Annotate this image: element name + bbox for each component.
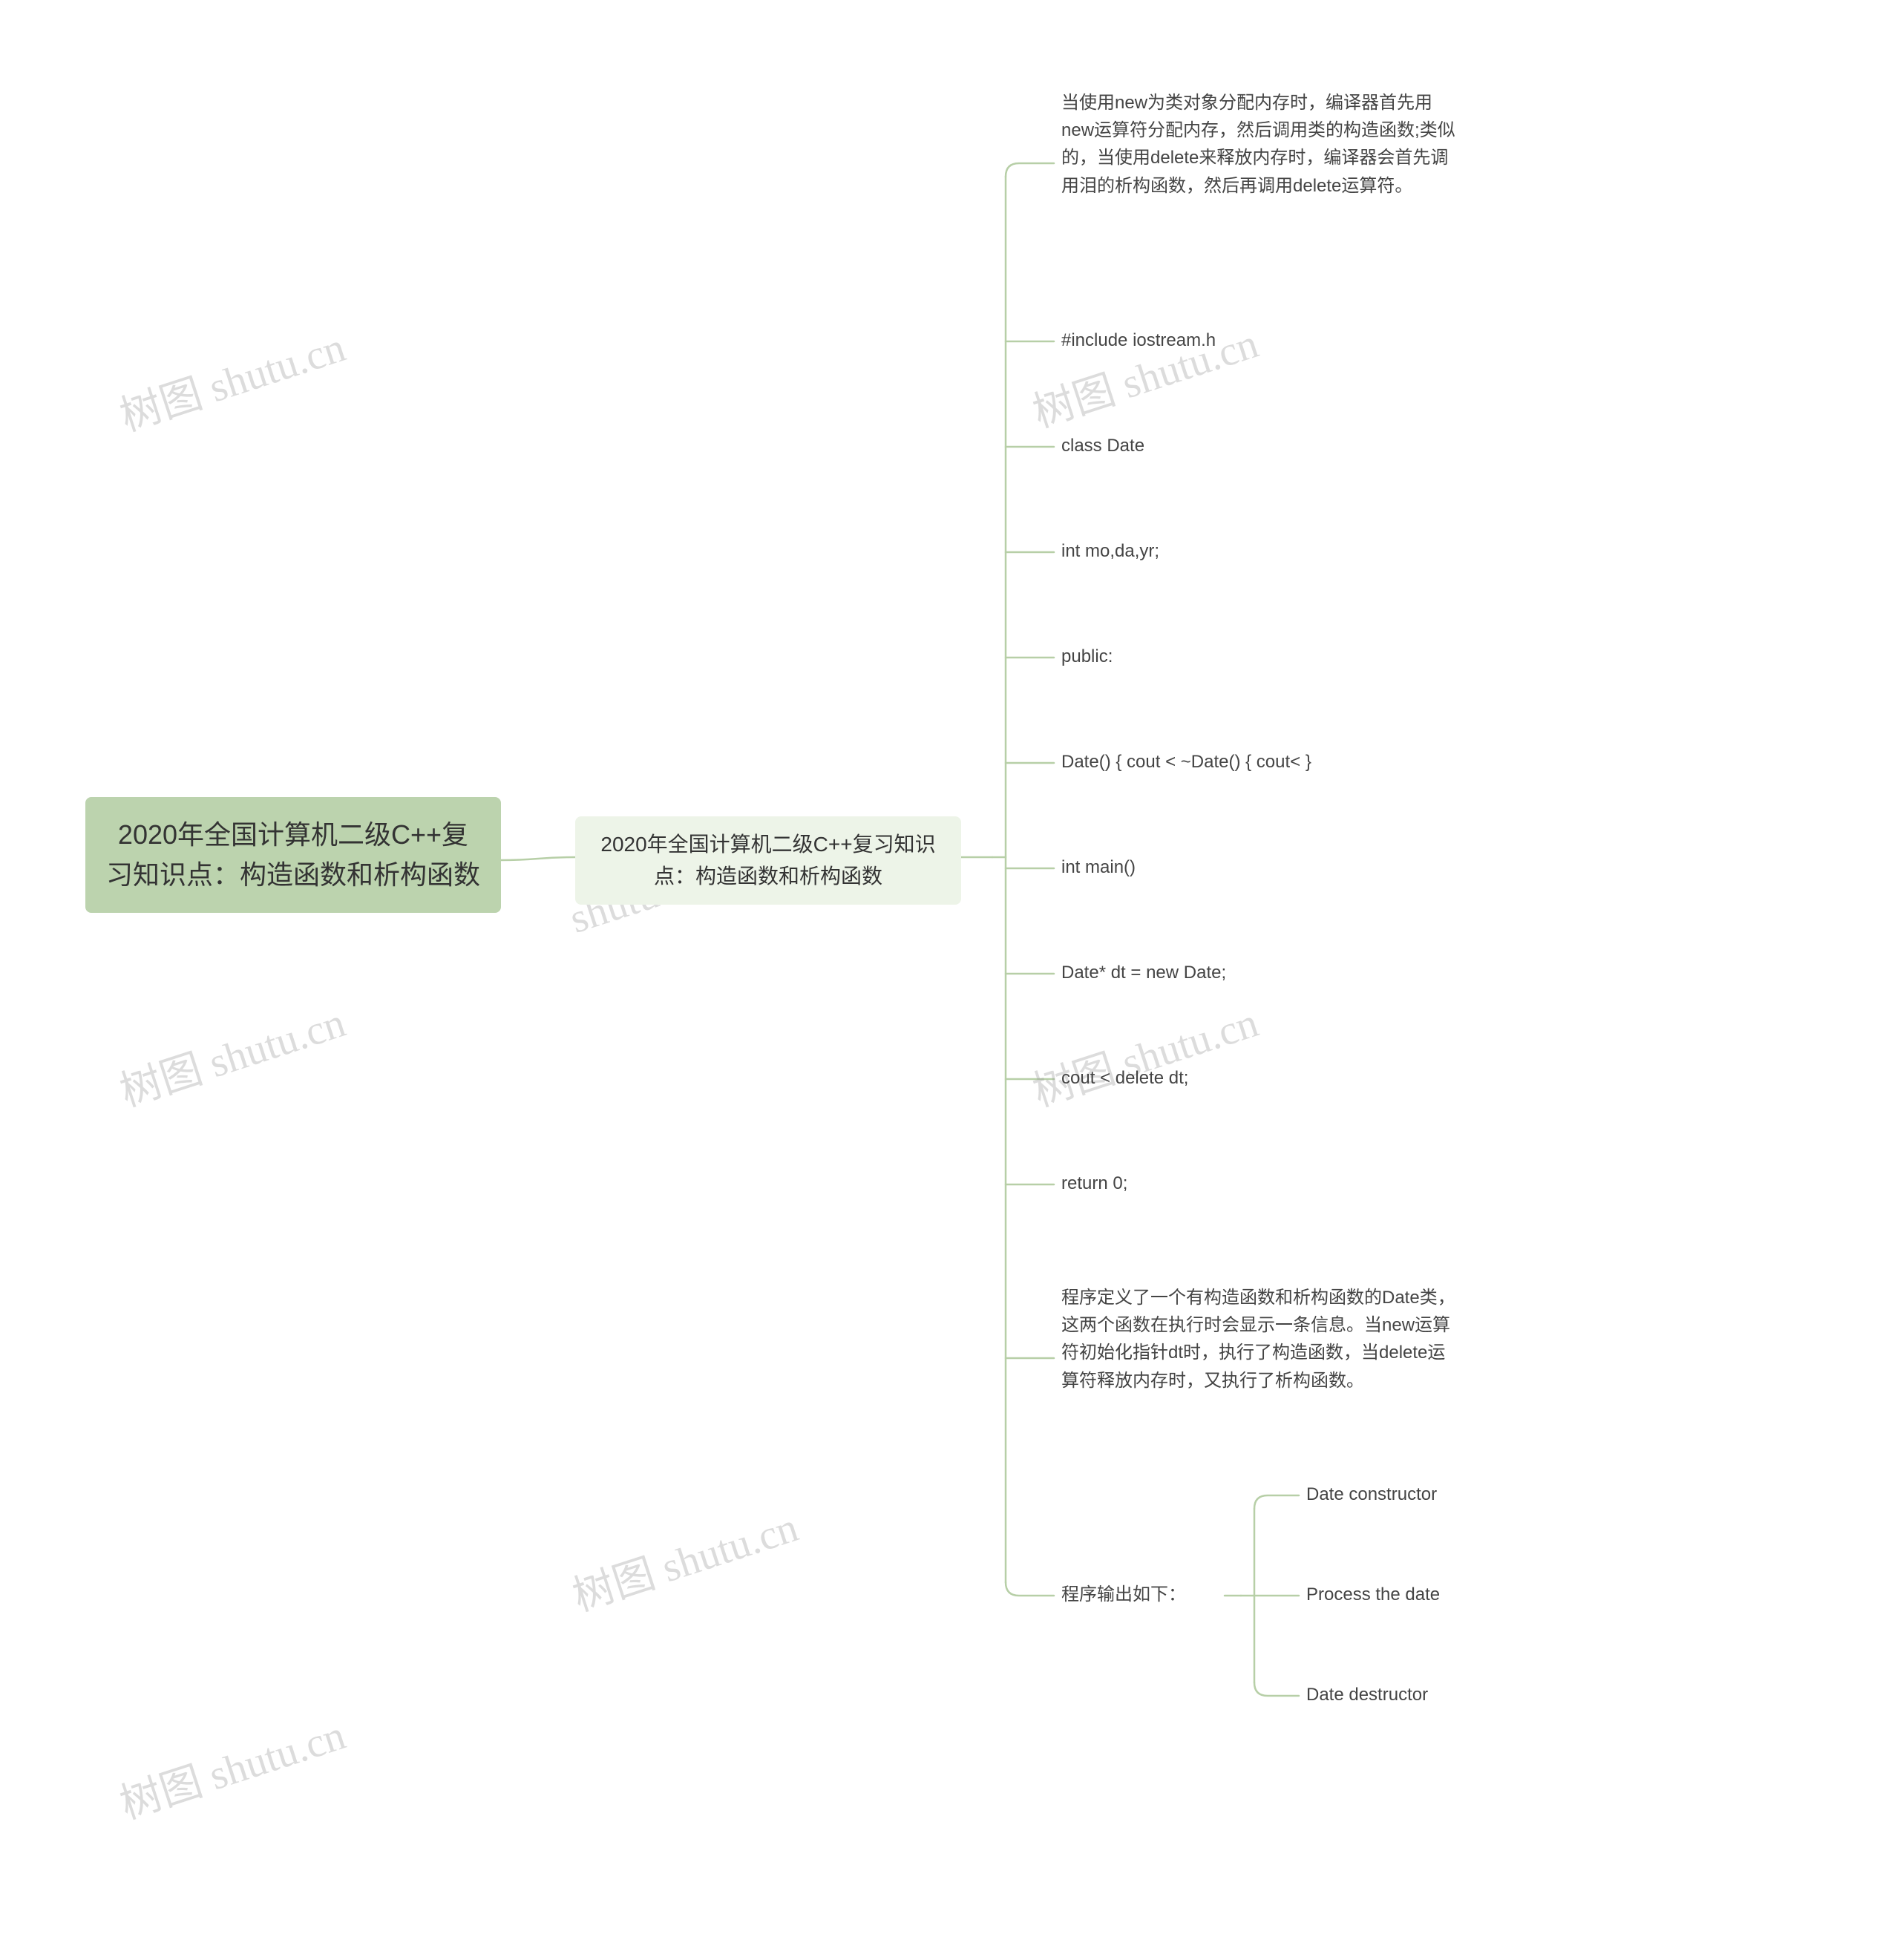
leaf-node[interactable]: 程序定义了一个有构造函数和析构函数的Date类，这两个函数在执行时会显示一条信息… [1061,1284,1462,1394]
leaf-label: 当使用new为类对象分配内存时，编译器首先用new运算符分配内存，然后调用类的构… [1061,93,1455,196]
mindmap-canvas: 树图 shutu.cn 树图 shutu.cn 树图 shutu.cn 树图 shut… [0,0,1900,1960]
leaf-label: cout < delete dt; [1061,1068,1188,1088]
level1-node[interactable]: 2020年全国计算机二级C++复习知识点：构造函数和析构函数 [575,816,961,905]
connectors-svg [0,0,1900,1960]
leaf-label: Date() { cout < ~Date() { cout< } [1061,752,1311,772]
watermark: 树图 shutu.cn [111,1702,352,1831]
leaf-label: class Date [1061,436,1144,456]
watermark: 树图 shutu.cn [111,314,352,443]
leaf-node[interactable]: public: [1061,643,1462,670]
root-node[interactable]: 2020年全国计算机二级C++复习知识点：构造函数和析构函数 [85,797,501,913]
sub-leaf-label: Date destructor [1306,1685,1428,1705]
sub-leaf-node[interactable]: Date constructor [1306,1481,1492,1508]
sub-leaf-label: Date constructor [1306,1484,1437,1504]
watermark: 树图 shutu.cn [111,989,352,1118]
leaf-node[interactable]: Date* dt = new Date; [1061,959,1462,986]
level1-label: 2020年全国计算机二级C++复习知识点：构造函数和析构函数 [600,833,935,888]
leaf-label: return 0; [1061,1173,1127,1193]
leaf-label: public: [1061,646,1113,666]
leaf-node[interactable]: 当使用new为类对象分配内存时，编译器首先用new运算符分配内存，然后调用类的构… [1061,89,1462,200]
leaf-label: Date* dt = new Date; [1061,963,1226,983]
leaf-label: int main() [1061,857,1136,877]
leaf-label: 程序输出如下： [1061,1584,1186,1605]
watermark: 树图 shutu.cn [564,1494,805,1623]
leaf-node[interactable]: class Date [1061,432,1462,459]
watermark: 树图 shutu.cn [1024,989,1265,1118]
leaf-node[interactable]: #include iostream.h [1061,327,1462,354]
sub-leaf-node[interactable]: Date destructor [1306,1681,1492,1708]
root-label: 2020年全国计算机二级C++复习知识点：构造函数和析构函数 [106,819,480,890]
leaf-node[interactable]: 程序输出如下： [1061,1581,1225,1608]
leaf-node[interactable]: int main() [1061,853,1462,881]
leaf-label: 程序定义了一个有构造函数和析构函数的Date类，这两个函数在执行时会显示一条信息… [1061,1288,1455,1391]
leaf-node[interactable]: Date() { cout < ~Date() { cout< } [1061,748,1462,776]
sub-leaf-node[interactable]: Process the date [1306,1581,1492,1608]
leaf-node[interactable]: cout < delete dt; [1061,1064,1462,1092]
leaf-label: #include iostream.h [1061,330,1216,350]
leaf-node[interactable]: return 0; [1061,1170,1462,1197]
sub-leaf-label: Process the date [1306,1584,1440,1605]
leaf-label: int mo,da,yr; [1061,541,1159,561]
leaf-node[interactable]: int mo,da,yr; [1061,537,1462,565]
